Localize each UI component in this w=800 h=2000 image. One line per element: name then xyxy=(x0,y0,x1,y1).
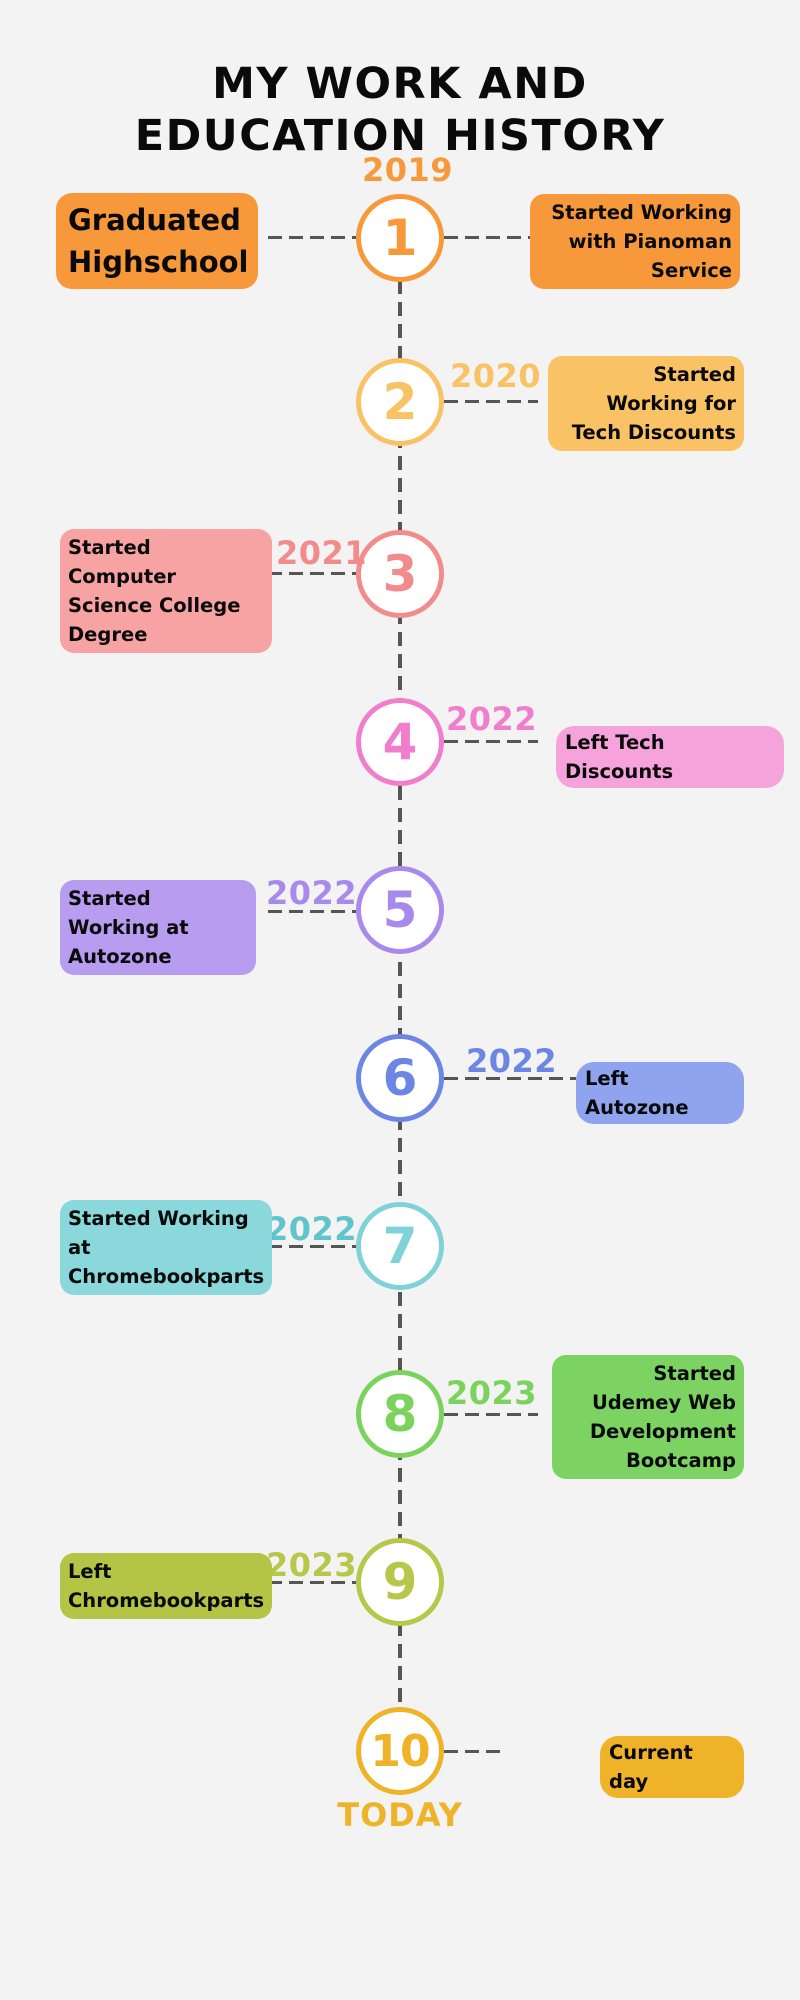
label-left-chromebookparts: Left Chromebookparts xyxy=(60,1553,272,1619)
connector-4-right xyxy=(444,740,538,743)
milestone-number: 9 xyxy=(382,1553,418,1611)
connector-2-right xyxy=(444,400,538,403)
milestone-node-3: 3 xyxy=(356,530,444,618)
milestone-number: 8 xyxy=(382,1385,418,1443)
connector-9-left xyxy=(268,1581,356,1584)
connector-1-right xyxy=(444,236,530,239)
connector-8-right xyxy=(444,1413,538,1416)
year-1: 2019 xyxy=(362,151,454,189)
milestone-node-7: 7 xyxy=(356,1202,444,1290)
label-autozone: Started Working at Autozone xyxy=(60,880,256,975)
year-6: 2022 xyxy=(466,1042,558,1080)
label-computer-science-degree: Started Computer Science College Degree xyxy=(60,529,272,653)
connector-3-left xyxy=(268,572,356,575)
milestone-number: 7 xyxy=(382,1217,418,1275)
year-7: 2022 xyxy=(266,1210,358,1248)
milestone-node-5: 5 xyxy=(356,866,444,954)
milestone-node-1: 1 xyxy=(356,194,444,282)
year-8: 2023 xyxy=(446,1374,538,1412)
year-9: 2023 xyxy=(266,1546,358,1584)
label-udemey-bootcamp: Started Udemey Web Development Bootcamp xyxy=(552,1355,744,1479)
year-4: 2022 xyxy=(446,700,538,738)
milestone-number: 4 xyxy=(382,713,418,771)
label-current-day: Current day xyxy=(600,1736,744,1798)
milestone-number: 3 xyxy=(382,545,418,603)
milestone-node-4: 4 xyxy=(356,698,444,786)
title-line-2: EDUCATION HISTORY xyxy=(134,111,666,161)
label-graduated-highschool: Graduated Highschool xyxy=(56,193,258,289)
timeline-spine xyxy=(398,236,402,1756)
milestone-node-6: 6 xyxy=(356,1034,444,1122)
connector-1-left xyxy=(268,236,356,239)
label-tech-discounts: Started Working for Tech Discounts xyxy=(548,356,744,451)
milestone-node-8: 8 xyxy=(356,1370,444,1458)
year-3: 2021 xyxy=(276,534,368,572)
connector-10-right xyxy=(444,1750,504,1753)
label-left-autozone: Left Autozone xyxy=(576,1062,744,1124)
milestone-number: 1 xyxy=(382,209,418,267)
milestone-node-2: 2 xyxy=(356,358,444,446)
year-2: 2020 xyxy=(450,357,542,395)
milestone-number: 5 xyxy=(382,881,418,939)
today-label: TODAY xyxy=(337,1796,463,1834)
milestone-number: 2 xyxy=(382,373,418,431)
page-title: MY WORK AND EDUCATION HISTORY xyxy=(0,58,800,162)
milestone-node-9: 9 xyxy=(356,1538,444,1626)
label-pianoman-service: Started Working with Pianoman Service xyxy=(530,194,740,289)
milestone-number: 10 xyxy=(370,1725,430,1777)
label-left-tech-discounts: Left Tech Discounts xyxy=(556,726,784,788)
year-5: 2022 xyxy=(266,874,358,912)
milestone-node-10: 10 xyxy=(356,1707,444,1795)
milestone-number: 6 xyxy=(382,1049,418,1107)
title-line-1: MY WORK AND xyxy=(212,59,588,109)
connector-6-right xyxy=(444,1077,576,1080)
connector-5-left xyxy=(268,910,356,913)
label-chromebookparts: Started Working at Chromebookparts xyxy=(60,1200,272,1295)
connector-7-left xyxy=(268,1245,356,1248)
